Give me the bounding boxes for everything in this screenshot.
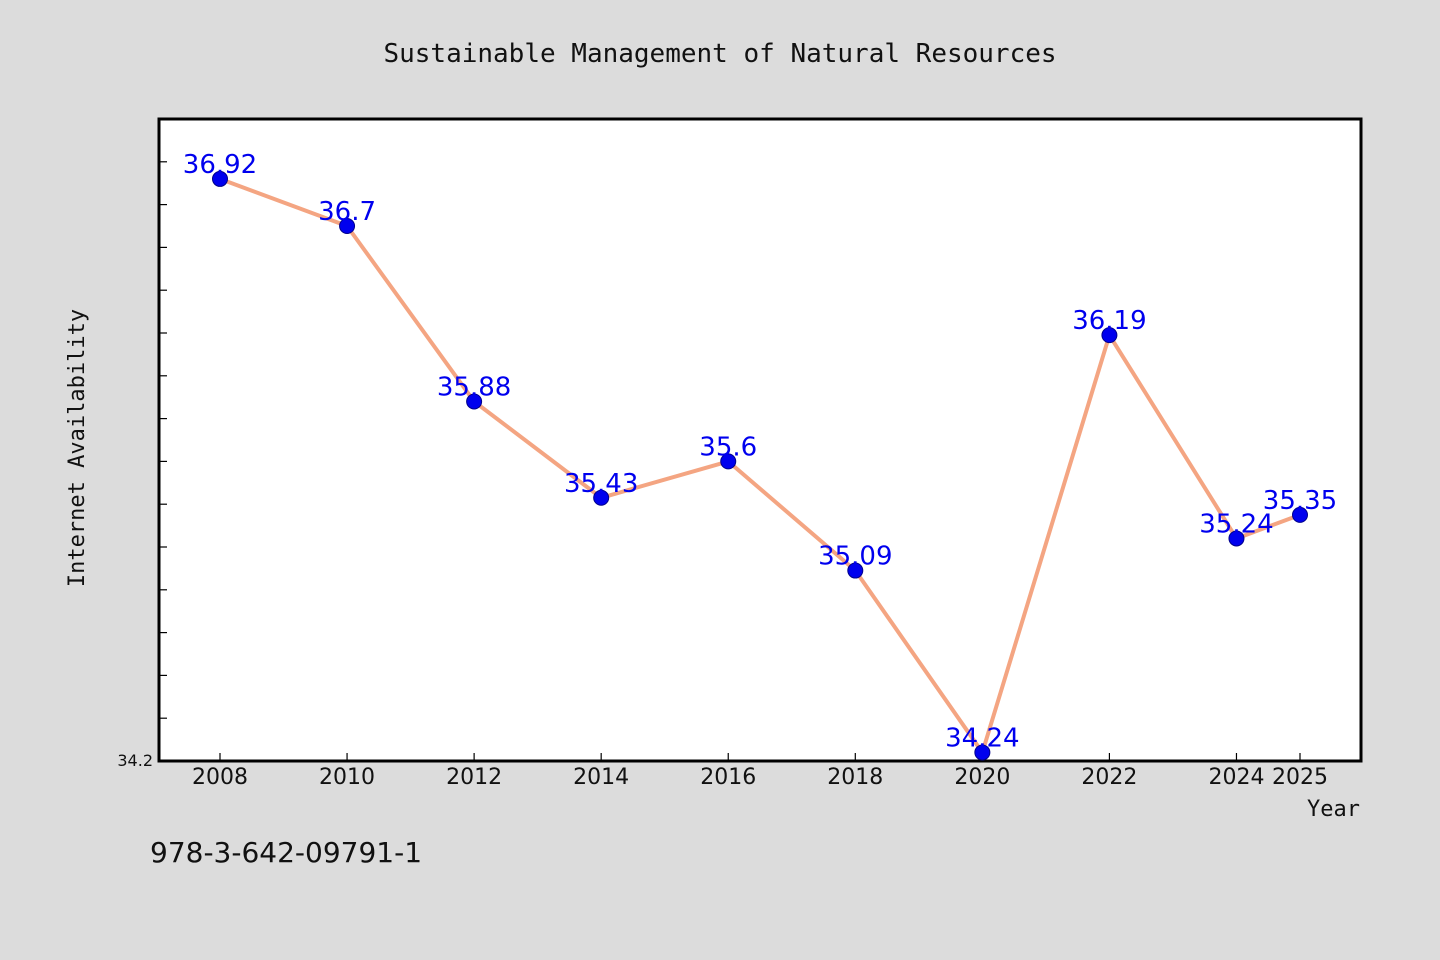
data-point-2022 xyxy=(1101,327,1118,344)
data-label-2020: 34.24 xyxy=(945,723,1019,753)
data-label-2022: 36.19 xyxy=(1072,306,1146,336)
data-label-2024: 35.24 xyxy=(1199,509,1273,539)
x-tick-label: 2016 xyxy=(700,765,756,790)
plot-area xyxy=(157,117,1363,763)
x-tick-label: 2025 xyxy=(1272,765,1328,790)
data-label-2008: 36.92 xyxy=(183,150,257,180)
x-tick-label: 2018 xyxy=(827,765,883,790)
series-line-group xyxy=(218,176,1302,755)
x-tick-label: 2008 xyxy=(192,765,248,790)
data-point-2016 xyxy=(720,453,737,470)
data-label-2014: 35.43 xyxy=(564,469,638,499)
x-axis-ticks: 2008 2010 2012 2014 2016 2018 2020 2022 2024 2025 xyxy=(192,753,1328,790)
data-label-2018: 35.09 xyxy=(818,542,892,572)
data-label-2012: 35.88 xyxy=(437,372,511,402)
data-point-2008 xyxy=(212,170,228,187)
x-tick-label: 2020 xyxy=(954,765,1010,790)
footnote-isbn: 978-3-642-09791-1 xyxy=(150,836,422,869)
data-point-2020 xyxy=(974,744,991,761)
data-label-2010: 36.7 xyxy=(318,197,376,227)
data-label-2016: 35.6 xyxy=(699,432,757,462)
x-tick-label: 2010 xyxy=(319,765,375,790)
data-point-2025 xyxy=(1292,506,1308,523)
data-point-2012 xyxy=(466,393,483,410)
series-line xyxy=(218,176,1302,755)
y-axis-label: Internet Availability xyxy=(65,309,90,587)
x-tick-label: 2014 xyxy=(573,765,629,790)
data-markers xyxy=(212,170,1308,761)
data-point-2024 xyxy=(1228,530,1245,547)
data-label-2025: 35.35 xyxy=(1263,486,1337,516)
x-tick-label: 2022 xyxy=(1081,765,1137,790)
data-labels: 36.92 36.7 35.88 35.43 35.6 35.09 34.24 36.19 35… xyxy=(183,150,1337,754)
x-tick-label: 2024 xyxy=(1208,765,1264,790)
data-point-2014 xyxy=(593,489,610,506)
x-axis-label: Year xyxy=(1307,797,1360,822)
x-tick-label: 2012 xyxy=(446,765,502,790)
data-point-2018 xyxy=(847,562,864,579)
y-tick-label: 34.2 xyxy=(117,751,153,770)
y-axis-ticks: 34.2 xyxy=(117,118,167,770)
data-point-2010 xyxy=(339,218,356,234)
chart-title: Sustainable Management of Natural Resour… xyxy=(383,39,1056,69)
